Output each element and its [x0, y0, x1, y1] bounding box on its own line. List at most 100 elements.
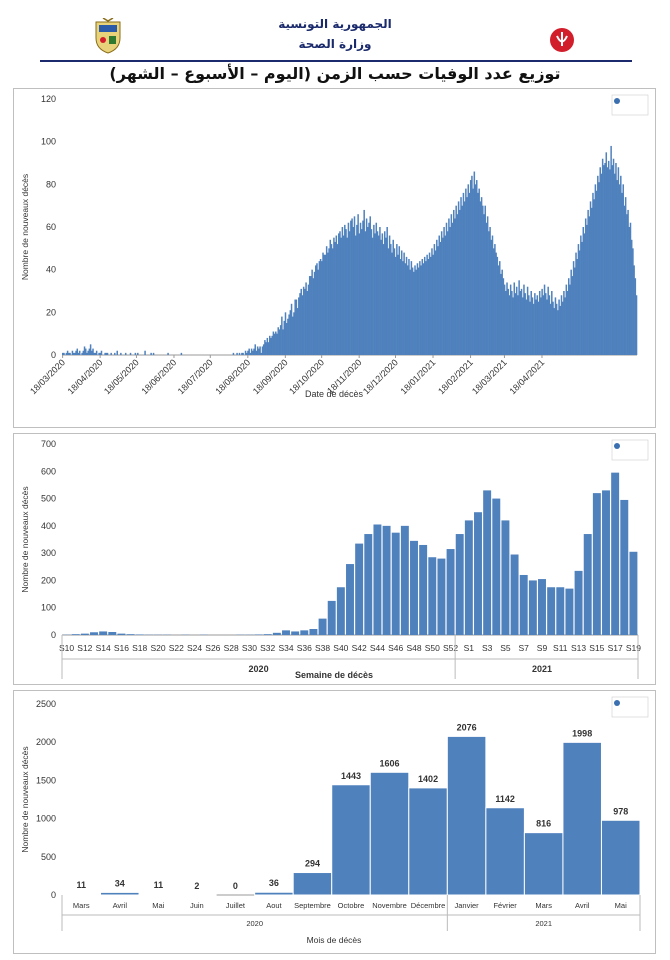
- daily-x-tick-label: 18/03/2021: [470, 357, 509, 396]
- daily-bar: [152, 352, 155, 355]
- daily-bar: [238, 352, 241, 355]
- daily-bar: [376, 231, 379, 355]
- weekly-bar: [556, 587, 565, 635]
- weekly-bar: [346, 564, 354, 635]
- daily-bar: [387, 248, 390, 355]
- monthly-x-tick-label: Février: [493, 901, 517, 910]
- daily-bar: [564, 297, 566, 355]
- daily-bar: [345, 229, 347, 355]
- daily-bar: [379, 227, 381, 355]
- daily-bar: [334, 241, 336, 355]
- daily-bar: [284, 312, 287, 355]
- daily-bar: [466, 197, 468, 355]
- monthly-bar: [61, 893, 102, 896]
- daily-bar: [518, 280, 520, 355]
- daily-bar: [403, 252, 405, 355]
- daily-bar: [276, 333, 278, 355]
- daily-bar: [497, 265, 500, 355]
- daily-bar: [541, 288, 543, 355]
- weekly-bar: [574, 570, 583, 635]
- weekly-bar: [474, 512, 482, 635]
- weekly-bar: [336, 587, 345, 635]
- daily-bar: [615, 163, 617, 355]
- monthly-y-tick-label: 500: [41, 852, 56, 862]
- daily-bar: [329, 239, 332, 355]
- weekly-y-tick-label: 100: [41, 603, 56, 613]
- daily-bar: [296, 308, 299, 355]
- daily-bar: [86, 352, 88, 355]
- weekly-x-tick-label: S22: [169, 643, 184, 653]
- monthly-data-label: 1402: [418, 774, 438, 784]
- monthly-x-tick-label: Aout: [266, 901, 282, 910]
- daily-x-tick-label: 18/09/2020: [251, 357, 290, 396]
- monthly-y-tick-label: 1500: [36, 775, 56, 785]
- daily-y-tick-label: 0: [51, 350, 56, 360]
- weekly-bar: [464, 520, 473, 635]
- daily-bar: [400, 250, 403, 355]
- daily-bar: [428, 252, 431, 355]
- daily-bar: [595, 190, 598, 355]
- daily-bar: [523, 284, 525, 355]
- daily-bar: [99, 352, 102, 355]
- weekly-x-tick-label: S14: [96, 643, 111, 653]
- monthly-data-label: 2: [194, 881, 199, 891]
- weekly-bar: [355, 543, 364, 635]
- daily-bar: [482, 205, 484, 355]
- daily-bar: [634, 278, 637, 355]
- daily-bar: [85, 348, 87, 355]
- monthly-x-axis-label: Mois de décès: [307, 935, 362, 945]
- daily-source-logo-mark: [614, 98, 620, 104]
- daily-bar: [542, 295, 545, 355]
- ministry-name: وزارة الصحة: [298, 37, 372, 51]
- weekly-bar: [510, 554, 519, 635]
- daily-bar: [439, 241, 442, 355]
- weekly-bar: [291, 631, 300, 635]
- daily-bar: [450, 214, 453, 355]
- daily-bar: [422, 263, 425, 355]
- daily-bar: [432, 254, 434, 355]
- daily-x-tick-label: 18/12/2020: [361, 357, 400, 396]
- daily-bar: [71, 350, 74, 355]
- monthly-x-tick-label: Novembre: [372, 901, 407, 910]
- weekly-deaths-chart-panel: 0 100 200 300 400 500 600 700 Nombre de nouveaux…: [13, 433, 656, 685]
- daily-bar: [279, 325, 282, 355]
- daily-bar: [350, 220, 352, 355]
- daily-bar: [491, 235, 494, 355]
- daily-bar: [626, 214, 628, 355]
- weekly-x-tick-label: S36: [297, 643, 312, 653]
- daily-bar: [328, 248, 330, 355]
- daily-bar: [411, 267, 414, 355]
- daily-bar: [74, 352, 76, 355]
- daily-x-tick-label: 18/04/2021: [507, 357, 546, 396]
- daily-bar: [392, 239, 394, 355]
- daily-bar: [410, 261, 413, 355]
- monthly-data-label: 816: [536, 819, 551, 829]
- daily-bar: [431, 248, 433, 355]
- daily-bar: [316, 263, 318, 355]
- daily-bar: [290, 303, 293, 355]
- monthly-source-logo-mark: [614, 700, 620, 706]
- weekly-year-label: 2020: [249, 664, 269, 674]
- daily-deaths-chart: 0 20 40 60 80 100 120 Nombre de nouveaux décès 1…: [20, 94, 649, 399]
- weekly-bar: [126, 634, 135, 635]
- daily-bar: [514, 293, 517, 355]
- weekly-bar: [327, 600, 336, 635]
- daily-bar: [66, 350, 69, 355]
- daily-bar: [557, 310, 559, 355]
- weekly-x-tick-label: S34: [278, 643, 293, 653]
- daily-bar: [545, 293, 547, 355]
- daily-bar: [120, 352, 122, 355]
- monthly-data-label: 1443: [341, 771, 361, 781]
- daily-bar: [399, 259, 402, 355]
- monthly-data-label: 2076: [457, 722, 477, 732]
- monthly-data-label: 36: [269, 878, 279, 888]
- daily-bar: [318, 261, 321, 355]
- daily-bar: [62, 352, 64, 355]
- weekly-x-tick-label: S48: [406, 643, 421, 653]
- weekly-x-tick-label: S1: [464, 643, 475, 653]
- daily-bar: [627, 209, 629, 355]
- monthly-bar: [600, 819, 641, 896]
- daily-bar: [536, 295, 539, 355]
- daily-bar: [621, 192, 623, 355]
- weekly-y-tick-label: 300: [41, 548, 56, 558]
